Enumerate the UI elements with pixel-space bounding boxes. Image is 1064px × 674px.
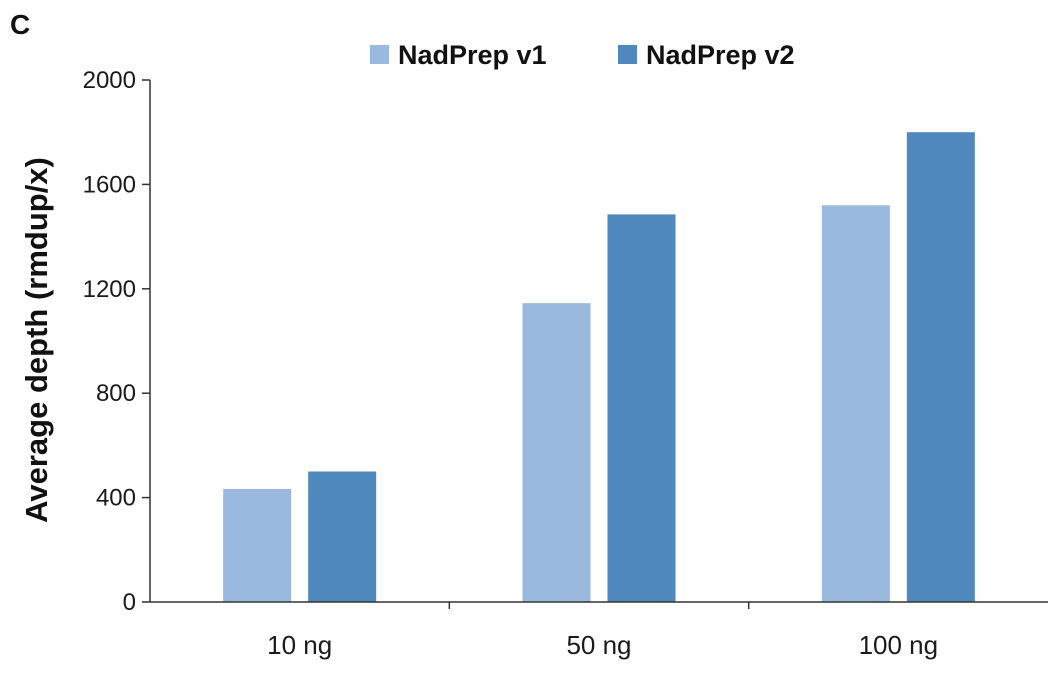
y-axis-label: Average depth (rmdup/x) <box>19 157 54 523</box>
y-tick-label: 1600 <box>83 171 136 198</box>
bar-nadprep-v1-10ng <box>223 488 292 602</box>
bars <box>223 132 975 603</box>
legend-label-nadprep-v2: NadPrep v2 <box>646 40 795 70</box>
bar-nadprep-v2-10ng <box>308 471 377 602</box>
legend: NadPrep v1 NadPrep v2 <box>370 40 795 70</box>
x-tick-label: 100 ng <box>859 630 939 660</box>
legend-swatch-nadprep-v2 <box>618 45 637 64</box>
bar-nadprep-v1-50ng <box>522 303 591 602</box>
bar-nadprep-v1-100ng <box>821 205 890 602</box>
y-tick-label: 1200 <box>83 276 136 303</box>
bar-nadprep-v2-50ng <box>607 214 676 603</box>
legend-swatch-nadprep-v1 <box>370 45 389 64</box>
bar-nadprep-v2-100ng <box>906 132 975 602</box>
legend-label-nadprep-v1: NadPrep v1 <box>398 40 547 70</box>
y-tick-label: 400 <box>96 485 136 512</box>
y-tick-label: 2000 <box>83 67 136 94</box>
x-tick-label: 10 ng <box>267 630 332 660</box>
panel-letter: C <box>10 9 30 40</box>
y-axis: 0 400 800 1200 1600 2000 <box>83 67 151 616</box>
y-tick-label: 800 <box>96 380 136 407</box>
x-axis: 10 ng 50 ng 100 ng <box>150 601 1048 660</box>
x-tick-label: 50 ng <box>566 630 631 660</box>
y-tick-label: 0 <box>123 589 136 616</box>
